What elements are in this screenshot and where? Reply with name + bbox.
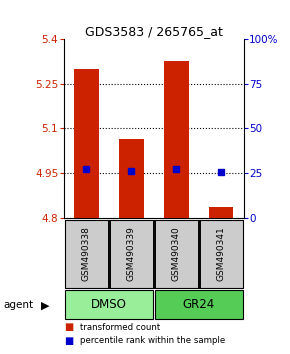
Bar bbox=[65, 220, 108, 288]
Bar bbox=[155, 220, 198, 288]
Bar bbox=[155, 290, 243, 319]
Text: GSM490338: GSM490338 bbox=[82, 227, 91, 281]
Bar bbox=[164, 61, 189, 218]
Text: ■: ■ bbox=[64, 322, 73, 332]
Text: percentile rank within the sample: percentile rank within the sample bbox=[80, 336, 225, 346]
Text: GSM490339: GSM490339 bbox=[127, 227, 136, 281]
Bar bbox=[209, 207, 233, 218]
Text: GR24: GR24 bbox=[182, 298, 215, 311]
Text: transformed count: transformed count bbox=[80, 323, 160, 332]
Bar bbox=[65, 290, 153, 319]
Bar bbox=[74, 69, 99, 218]
Text: DMSO: DMSO bbox=[91, 298, 127, 311]
Bar bbox=[119, 139, 144, 218]
Text: ■: ■ bbox=[64, 336, 73, 346]
Text: ▶: ▶ bbox=[41, 300, 49, 310]
Bar bbox=[200, 220, 243, 288]
Bar bbox=[110, 220, 153, 288]
Text: GSM490340: GSM490340 bbox=[172, 227, 181, 281]
Text: agent: agent bbox=[3, 300, 33, 310]
Title: GDS3583 / 265765_at: GDS3583 / 265765_at bbox=[85, 25, 223, 38]
Text: GSM490341: GSM490341 bbox=[217, 227, 226, 281]
